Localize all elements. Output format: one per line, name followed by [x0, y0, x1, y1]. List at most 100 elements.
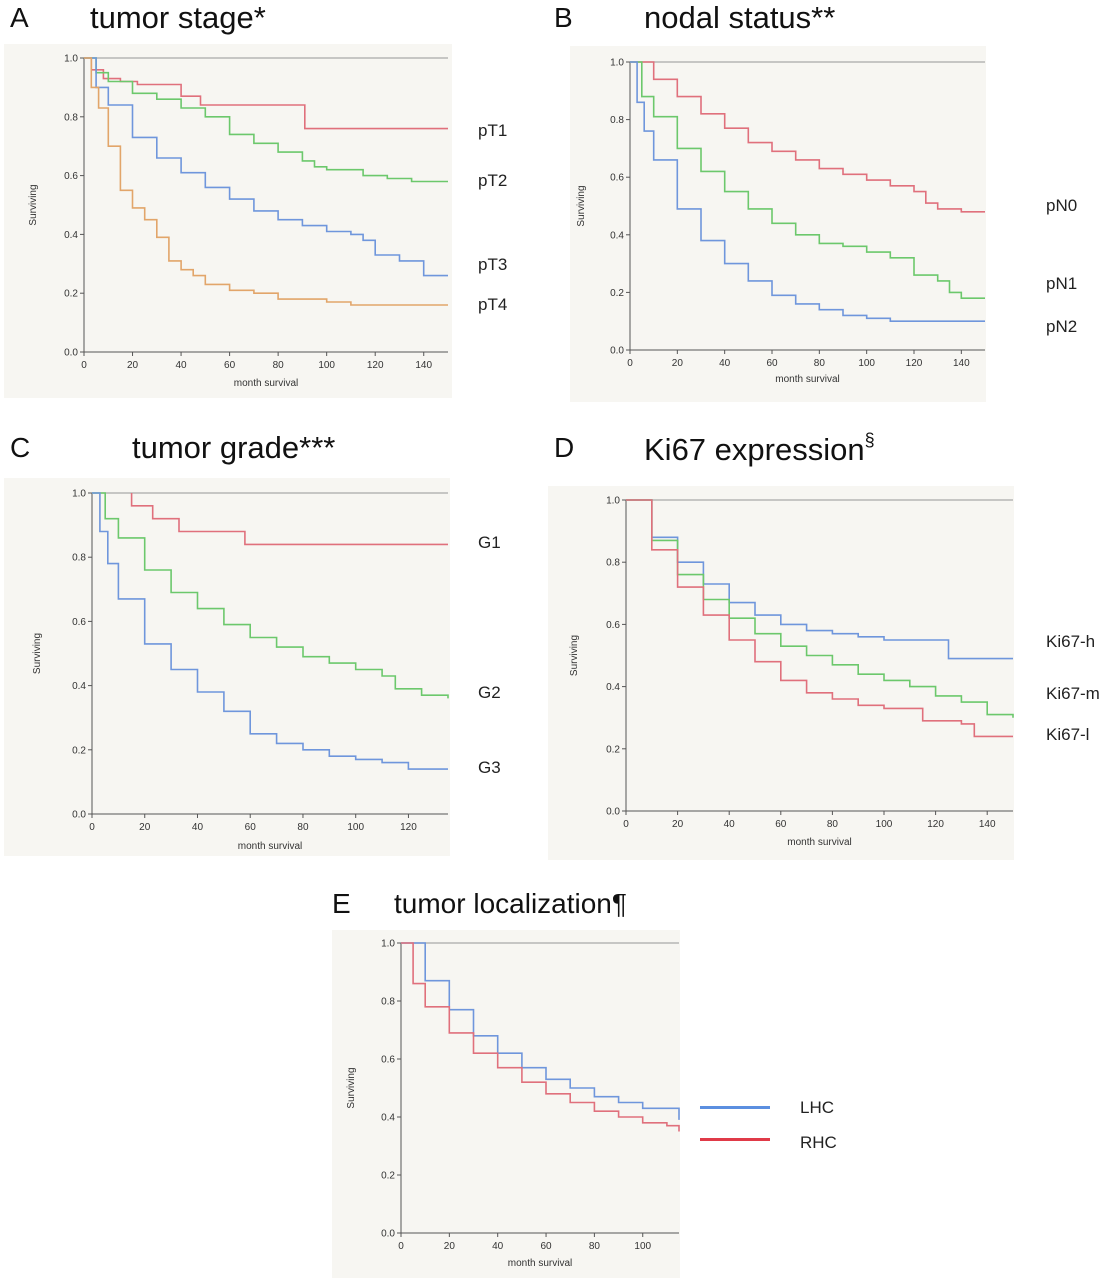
x-tick-label: 140: [953, 358, 970, 369]
x-tick-label: 140: [415, 360, 432, 371]
y-tick-label: 1.0: [381, 939, 395, 950]
y-tick-label: 0.0: [72, 810, 86, 821]
x-tick-label: 40: [719, 358, 731, 369]
x-tick-label: 80: [589, 1241, 601, 1252]
y-tick-label: 0.6: [64, 171, 78, 182]
panel-title: nodal status**: [644, 0, 835, 36]
y-axis-label: Surviving: [569, 635, 580, 676]
panel-letter: B: [554, 2, 573, 33]
y-tick-label: 0.0: [610, 346, 624, 357]
x-tick-label: 40: [492, 1241, 504, 1252]
y-tick-label: 0.2: [64, 289, 78, 300]
survival-curve-pn2: [630, 61, 985, 322]
x-tick-label: 20: [127, 360, 139, 371]
series-label: Ki67-m: [1046, 684, 1100, 703]
x-tick-label: 100: [347, 822, 364, 833]
survival-curve-g2: [92, 492, 449, 699]
x-tick-label: 40: [176, 360, 188, 371]
y-tick-label: 0.8: [72, 553, 86, 564]
legend-swatch-lhc: [700, 1106, 770, 1109]
y-tick-label: 0.2: [381, 1171, 395, 1182]
series-label: pT4: [478, 295, 507, 314]
series-label: pT3: [478, 255, 507, 274]
significance-mark: *: [253, 0, 266, 35]
y-tick-label: 0.8: [64, 112, 78, 123]
panel-letter: D: [554, 432, 575, 463]
x-tick-label: 20: [672, 358, 684, 369]
y-tick-label: 0.8: [606, 558, 620, 569]
survival-curve-ki67-h: [626, 499, 1013, 660]
x-axis-label: month survival: [787, 837, 851, 848]
y-tick-label: 0.6: [72, 617, 86, 628]
panel-title-text: tumor stage: [90, 0, 254, 35]
x-axis-label: month survival: [238, 841, 302, 852]
x-tick-label: 60: [766, 358, 778, 369]
legend-label-lhc: LHC: [800, 1098, 835, 1117]
survival-curve-rhc: [401, 942, 680, 1132]
plot-background: [4, 478, 450, 856]
x-tick-label: 80: [814, 358, 826, 369]
x-tick-label: 120: [367, 360, 384, 371]
x-tick-label: 0: [398, 1241, 404, 1252]
x-tick-label: 0: [81, 360, 87, 371]
panel-title: tumor stage*: [90, 0, 266, 36]
y-tick-label: 1.0: [606, 496, 620, 507]
series-label: pN0: [1046, 196, 1077, 215]
series-label: G3: [478, 758, 501, 777]
legend-label-rhc: RHC: [800, 1133, 837, 1152]
x-tick-label: 100: [876, 819, 893, 830]
x-tick-label: 20: [139, 822, 151, 833]
y-tick-label: 0.6: [381, 1055, 395, 1066]
x-tick-label: 120: [906, 358, 923, 369]
x-tick-label: 40: [724, 819, 736, 830]
x-tick-label: 60: [245, 822, 257, 833]
x-tick-label: 80: [297, 822, 309, 833]
series-label: G1: [478, 533, 501, 552]
y-tick-label: 0.4: [64, 230, 78, 241]
x-axis-label: month survival: [234, 378, 298, 389]
series-label: pN1: [1046, 274, 1077, 293]
plot-background: [332, 930, 680, 1278]
y-tick-label: 1.0: [610, 58, 624, 69]
survival-curve-pn1: [630, 61, 985, 299]
y-tick-label: 0.4: [381, 1113, 395, 1124]
x-tick-label: 120: [927, 819, 944, 830]
significance-mark: **: [811, 0, 836, 35]
series-label: pN2: [1046, 317, 1077, 336]
panel-title: tumor localization¶: [394, 888, 627, 920]
y-tick-label: 0.6: [606, 620, 620, 631]
y-tick-label: 1.0: [72, 489, 86, 500]
significance-mark: §: [864, 430, 875, 450]
x-tick-label: 0: [627, 358, 633, 369]
panel-letter: C: [10, 432, 31, 463]
y-tick-label: 0.6: [610, 173, 624, 184]
series-label: pT2: [478, 171, 507, 190]
survival-curve-lhc: [401, 942, 680, 1120]
x-tick-label: 80: [273, 360, 285, 371]
y-tick-label: 0.8: [381, 997, 395, 1008]
panel-letter: E: [332, 888, 351, 919]
panel-title: Ki67 expression§: [644, 430, 875, 468]
survival-curve-pt3: [84, 57, 448, 277]
panel-title-text: tumor localization: [394, 888, 612, 919]
y-tick-label: 0.4: [610, 230, 624, 241]
x-tick-label: 120: [400, 822, 417, 833]
y-tick-label: 1.0: [64, 54, 78, 65]
y-tick-label: 0.2: [72, 745, 86, 756]
x-tick-label: 80: [827, 819, 839, 830]
x-tick-label: 0: [89, 822, 95, 833]
survival-curve-pt4: [84, 57, 448, 306]
survival-curve-ki67-l: [626, 499, 1013, 738]
y-axis-label: Surviving: [28, 184, 39, 225]
survival-curve-ki67-m: [626, 499, 1014, 718]
panel-title-text: nodal status: [644, 0, 812, 35]
x-axis-label: month survival: [775, 374, 839, 385]
survival-curve-pt2: [84, 57, 448, 183]
x-tick-label: 60: [224, 360, 236, 371]
panel-title-text: Ki67 expression: [644, 432, 865, 467]
x-axis-label: month survival: [508, 1258, 572, 1269]
